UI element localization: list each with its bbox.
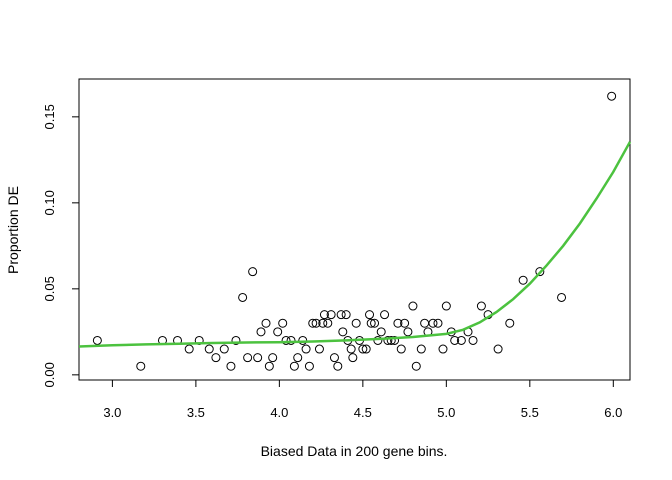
data-point	[231, 335, 241, 345]
x-axis: 3.0 3.5 4.0 4.5 5.0 5.5 6.0	[103, 379, 622, 420]
data-point	[358, 344, 368, 354]
data-point	[329, 353, 339, 363]
data-point	[341, 310, 351, 320]
data-point	[261, 318, 271, 328]
data-point	[336, 310, 346, 320]
data-point	[211, 353, 221, 363]
data-point	[383, 335, 393, 345]
data-point	[273, 327, 283, 337]
data-point	[493, 344, 503, 354]
data-point	[386, 335, 396, 345]
data-point	[450, 335, 460, 345]
data-point	[319, 310, 329, 320]
data-point	[535, 267, 545, 277]
data-point	[304, 361, 314, 371]
y-tick-label: 0.10	[42, 190, 57, 215]
data-point	[243, 353, 253, 363]
data-point	[366, 318, 376, 328]
data-point	[361, 344, 371, 354]
data-point	[370, 318, 380, 328]
data-point	[416, 344, 426, 354]
data-point	[278, 318, 288, 328]
data-point	[390, 335, 400, 345]
data-point	[468, 335, 478, 345]
x-tick-label: 6.0	[604, 405, 622, 420]
data-point	[301, 344, 311, 354]
y-axis: 0.00 0.05 0.10 0.15	[42, 104, 80, 387]
data-points	[92, 91, 617, 371]
data-point	[311, 318, 321, 328]
data-point	[456, 335, 466, 345]
data-point	[403, 327, 413, 337]
data-point	[376, 327, 386, 337]
data-point	[136, 361, 146, 371]
data-point	[333, 361, 343, 371]
plot-frame	[78, 78, 631, 381]
data-point	[400, 318, 410, 328]
x-tick-label: 3.0	[103, 405, 121, 420]
data-point	[505, 318, 515, 328]
x-tick-label: 5.5	[521, 405, 539, 420]
data-point	[204, 344, 214, 354]
data-point	[219, 344, 229, 354]
data-point	[256, 327, 266, 337]
x-tick-label: 3.5	[187, 405, 205, 420]
y-tick-label: 0.15	[42, 104, 57, 129]
data-point	[226, 361, 236, 371]
data-point	[380, 310, 390, 320]
data-point	[476, 301, 486, 311]
data-point	[92, 335, 102, 345]
data-point	[393, 318, 403, 328]
data-point	[289, 361, 299, 371]
data-point	[318, 318, 328, 328]
data-point	[346, 344, 356, 354]
data-point	[411, 361, 421, 371]
y-tick-label: 0.05	[42, 276, 57, 301]
data-point	[264, 361, 274, 371]
data-point	[408, 301, 418, 311]
data-point	[253, 353, 263, 363]
data-point	[433, 318, 443, 328]
data-point	[184, 344, 194, 354]
y-tick-label: 0.00	[42, 362, 57, 387]
data-point	[314, 344, 324, 354]
x-tick-label: 5.0	[437, 405, 455, 420]
data-point	[326, 310, 336, 320]
data-point	[441, 301, 451, 311]
data-point	[420, 318, 430, 328]
data-point	[351, 318, 361, 328]
data-point	[238, 292, 248, 302]
trend-line-layer	[78, 141, 632, 348]
data-point	[248, 267, 258, 277]
data-point	[286, 335, 296, 345]
data-point	[518, 275, 528, 285]
data-point	[323, 318, 333, 328]
data-point	[428, 318, 438, 328]
trend-line	[78, 141, 632, 348]
data-point	[396, 344, 406, 354]
data-point	[268, 353, 278, 363]
x-tick-label: 4.5	[354, 405, 372, 420]
data-point	[348, 353, 358, 363]
data-point	[438, 344, 448, 354]
x-tick-label: 4.0	[270, 405, 288, 420]
data-point	[557, 292, 567, 302]
data-point	[365, 310, 375, 320]
data-point	[607, 91, 617, 101]
data-point	[281, 335, 291, 345]
y-axis-title: Proportion DE	[5, 186, 21, 274]
data-point	[338, 327, 348, 337]
data-point	[373, 335, 383, 345]
data-point	[308, 318, 318, 328]
data-point	[293, 353, 303, 363]
x-axis-title: Biased Data in 200 gene bins.	[261, 443, 448, 459]
